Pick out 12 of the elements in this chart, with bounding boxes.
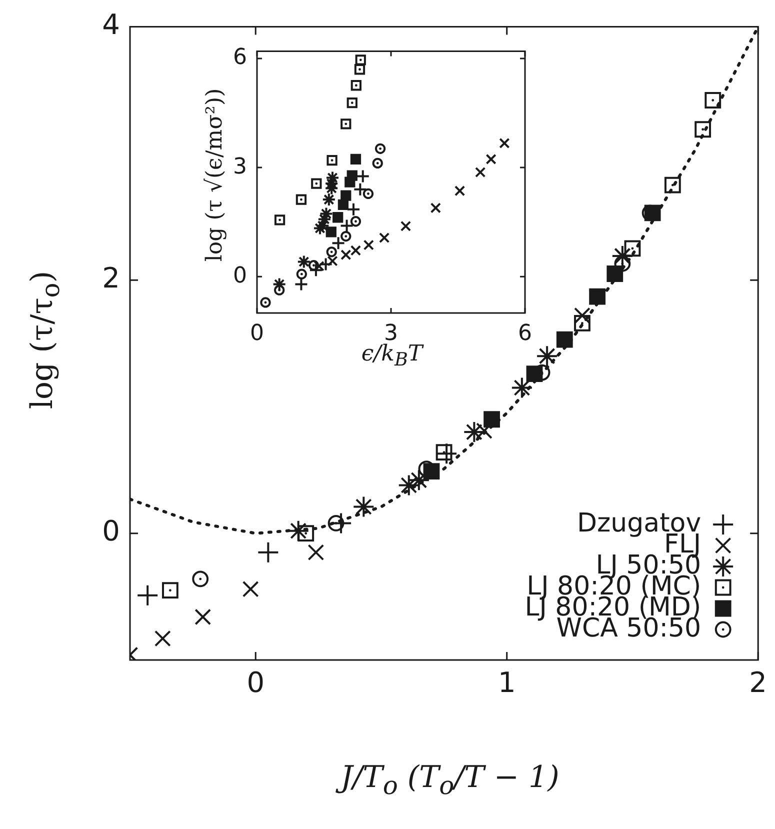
- y-tick-label: 0: [233, 263, 247, 288]
- x-tick-label: 1: [498, 666, 516, 700]
- y-axis-title: log (τ √(ϵ/mσ²)): [202, 88, 228, 262]
- y-tick-label: 3: [233, 154, 247, 180]
- x-tick-label: 0: [250, 320, 264, 346]
- y-tick-label: 2: [102, 261, 120, 294]
- y-tick-label: 6: [233, 45, 247, 70]
- x-tick-label: 6: [518, 320, 532, 346]
- y-tick-label: 0: [102, 514, 120, 548]
- x-axis-title: ϵ/k$_{B}$T: [361, 341, 423, 371]
- x-tick-label: 2: [749, 666, 768, 700]
- y-tick-label: 4: [102, 8, 120, 42]
